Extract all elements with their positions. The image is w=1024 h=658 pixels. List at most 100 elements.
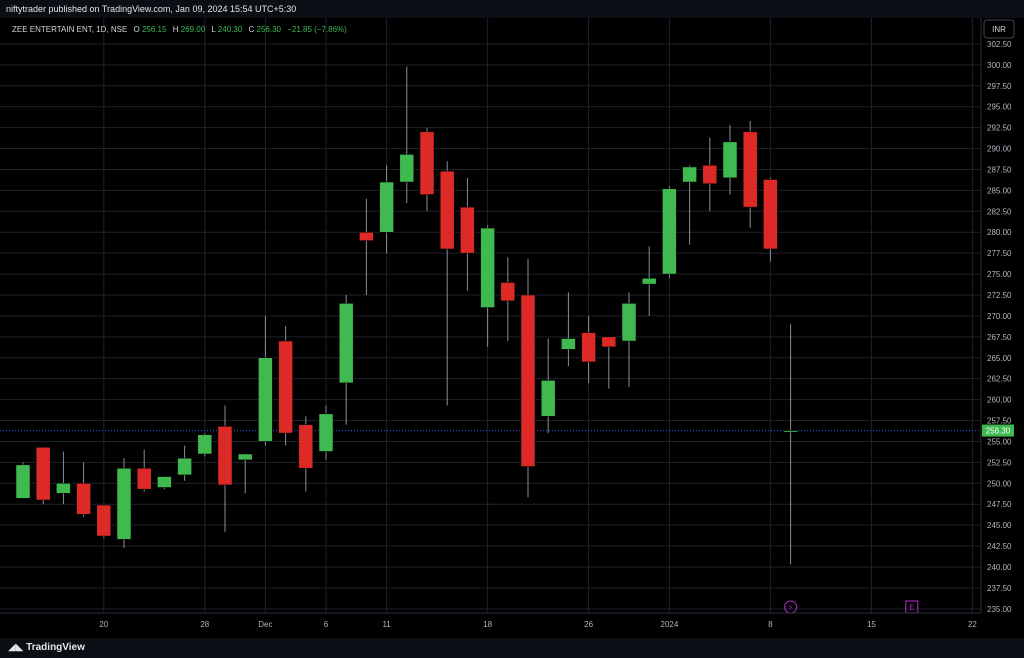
y-tick-label: 262.50	[987, 375, 1012, 384]
y-tick-label: 282.50	[987, 207, 1012, 216]
candle[interactable]	[783, 324, 798, 565]
publisher-text: niftytrader published on TradingView.com…	[6, 4, 297, 14]
y-tick-label: 277.50	[987, 249, 1012, 258]
candle[interactable]	[56, 451, 71, 505]
candle[interactable]	[601, 336, 617, 389]
candles-group[interactable]	[15, 66, 798, 565]
brand-label: TradingView	[26, 642, 85, 653]
candle[interactable]	[480, 225, 495, 347]
y-tick-label: 292.50	[987, 124, 1012, 133]
candle[interactable]	[318, 405, 334, 460]
candle[interactable]	[439, 161, 455, 406]
price-axis[interactable]: 235.00 237.50 240.00 242.50 245.00 247.50 250.…	[982, 40, 1014, 614]
legend-change: −21.85 (−7.86%)	[287, 25, 347, 34]
candle[interactable]	[217, 405, 233, 532]
legend-c-label: C	[249, 25, 255, 34]
candle-body	[419, 131, 435, 195]
candle[interactable]	[15, 462, 31, 499]
candle[interactable]	[338, 294, 354, 425]
tradingview-logo[interactable]: ◢◣ TradingView	[8, 638, 85, 658]
candle[interactable]	[460, 177, 475, 291]
candle-body	[379, 181, 394, 233]
candle[interactable]	[177, 445, 192, 481]
candle-body	[56, 483, 71, 494]
candle-body	[76, 483, 91, 515]
candle[interactable]	[35, 447, 51, 505]
x-tick-label: 22	[968, 620, 977, 629]
x-tick-label: 11	[382, 620, 391, 629]
y-tick-label: 245.00	[987, 521, 1012, 530]
candle[interactable]	[621, 292, 637, 388]
candle-body	[540, 380, 556, 417]
candle[interactable]	[581, 315, 596, 383]
y-tick-label: 242.50	[987, 542, 1012, 551]
legend-high: 269.00	[181, 25, 206, 34]
legend-h-label: H	[173, 25, 179, 34]
candle[interactable]	[662, 186, 677, 279]
candle-body	[278, 340, 293, 434]
candle[interactable]	[76, 462, 91, 517]
candle[interactable]	[379, 165, 394, 254]
x-tick-label: Dec	[258, 620, 272, 629]
candle[interactable]	[520, 259, 536, 498]
marker-label: E	[909, 603, 914, 612]
y-tick-label: 255.00	[987, 437, 1012, 446]
candle[interactable]	[722, 125, 738, 195]
x-tick-label: 8	[768, 620, 773, 629]
candle[interactable]	[278, 325, 293, 446]
candle-body	[763, 179, 778, 250]
y-tick-label: 272.50	[987, 291, 1012, 300]
candle[interactable]	[116, 458, 132, 548]
candle[interactable]	[298, 416, 314, 492]
y-tick-label: 267.50	[987, 333, 1012, 342]
candle-body	[500, 282, 516, 302]
candle-body	[561, 338, 576, 350]
chart-background	[0, 18, 1024, 638]
legend-symbol: ZEE ENTERTAIN ENT, 1D, NSE	[12, 25, 127, 34]
legend-l-label: L	[211, 25, 216, 34]
candle[interactable]	[561, 292, 576, 367]
candle-body	[15, 464, 31, 499]
candle-body	[35, 447, 51, 501]
candle-body	[460, 206, 475, 254]
candle-body	[662, 188, 677, 275]
y-tick-label: 300.00	[987, 61, 1012, 70]
tradingview-logo-icon: ◢◣	[8, 642, 24, 653]
currency-label: INR	[992, 25, 1006, 34]
candle[interactable]	[157, 476, 172, 490]
candle[interactable]	[237, 453, 253, 494]
candle[interactable]	[702, 137, 718, 212]
candle-body	[480, 227, 495, 308]
candle-body	[520, 294, 536, 467]
candle-body	[722, 141, 738, 179]
candle-body	[581, 332, 596, 363]
candle-body	[96, 504, 112, 537]
candle[interactable]	[742, 120, 758, 229]
y-tick-label: 257.50	[987, 417, 1012, 426]
candle[interactable]	[641, 246, 657, 316]
candle[interactable]	[197, 433, 213, 457]
candle-body	[298, 424, 314, 469]
candle[interactable]	[500, 257, 516, 342]
ohlc-legend: ZEE ENTERTAIN ENT, 1D, NSE O 256.15 H 26…	[12, 25, 347, 34]
x-tick-label: 26	[584, 620, 593, 629]
y-tick-label: 280.00	[987, 228, 1012, 237]
y-tick-label: 275.00	[987, 270, 1012, 279]
price-chart[interactable]: ⚡ E 235.00237.50240.00242.50245.00247.502…	[0, 18, 1024, 638]
candle-body	[338, 303, 354, 384]
y-tick-label: 287.50	[987, 165, 1012, 174]
candle[interactable]	[136, 449, 152, 492]
candle[interactable]	[540, 338, 556, 434]
candle[interactable]	[399, 66, 415, 203]
y-tick-label: 297.50	[987, 82, 1012, 91]
candle[interactable]	[763, 177, 778, 262]
candle[interactable]	[419, 127, 435, 212]
candle[interactable]	[258, 315, 273, 446]
candle[interactable]	[359, 198, 374, 295]
candle[interactable]	[682, 165, 697, 245]
candle[interactable]	[96, 504, 112, 538]
currency-button[interactable]: INR	[983, 19, 1015, 39]
time-axis[interactable]: 20 28 Dec 6 11 18 26 2024 8 15 22	[99, 620, 977, 629]
x-tick-label: 28	[200, 620, 209, 629]
candle-body	[318, 413, 334, 452]
